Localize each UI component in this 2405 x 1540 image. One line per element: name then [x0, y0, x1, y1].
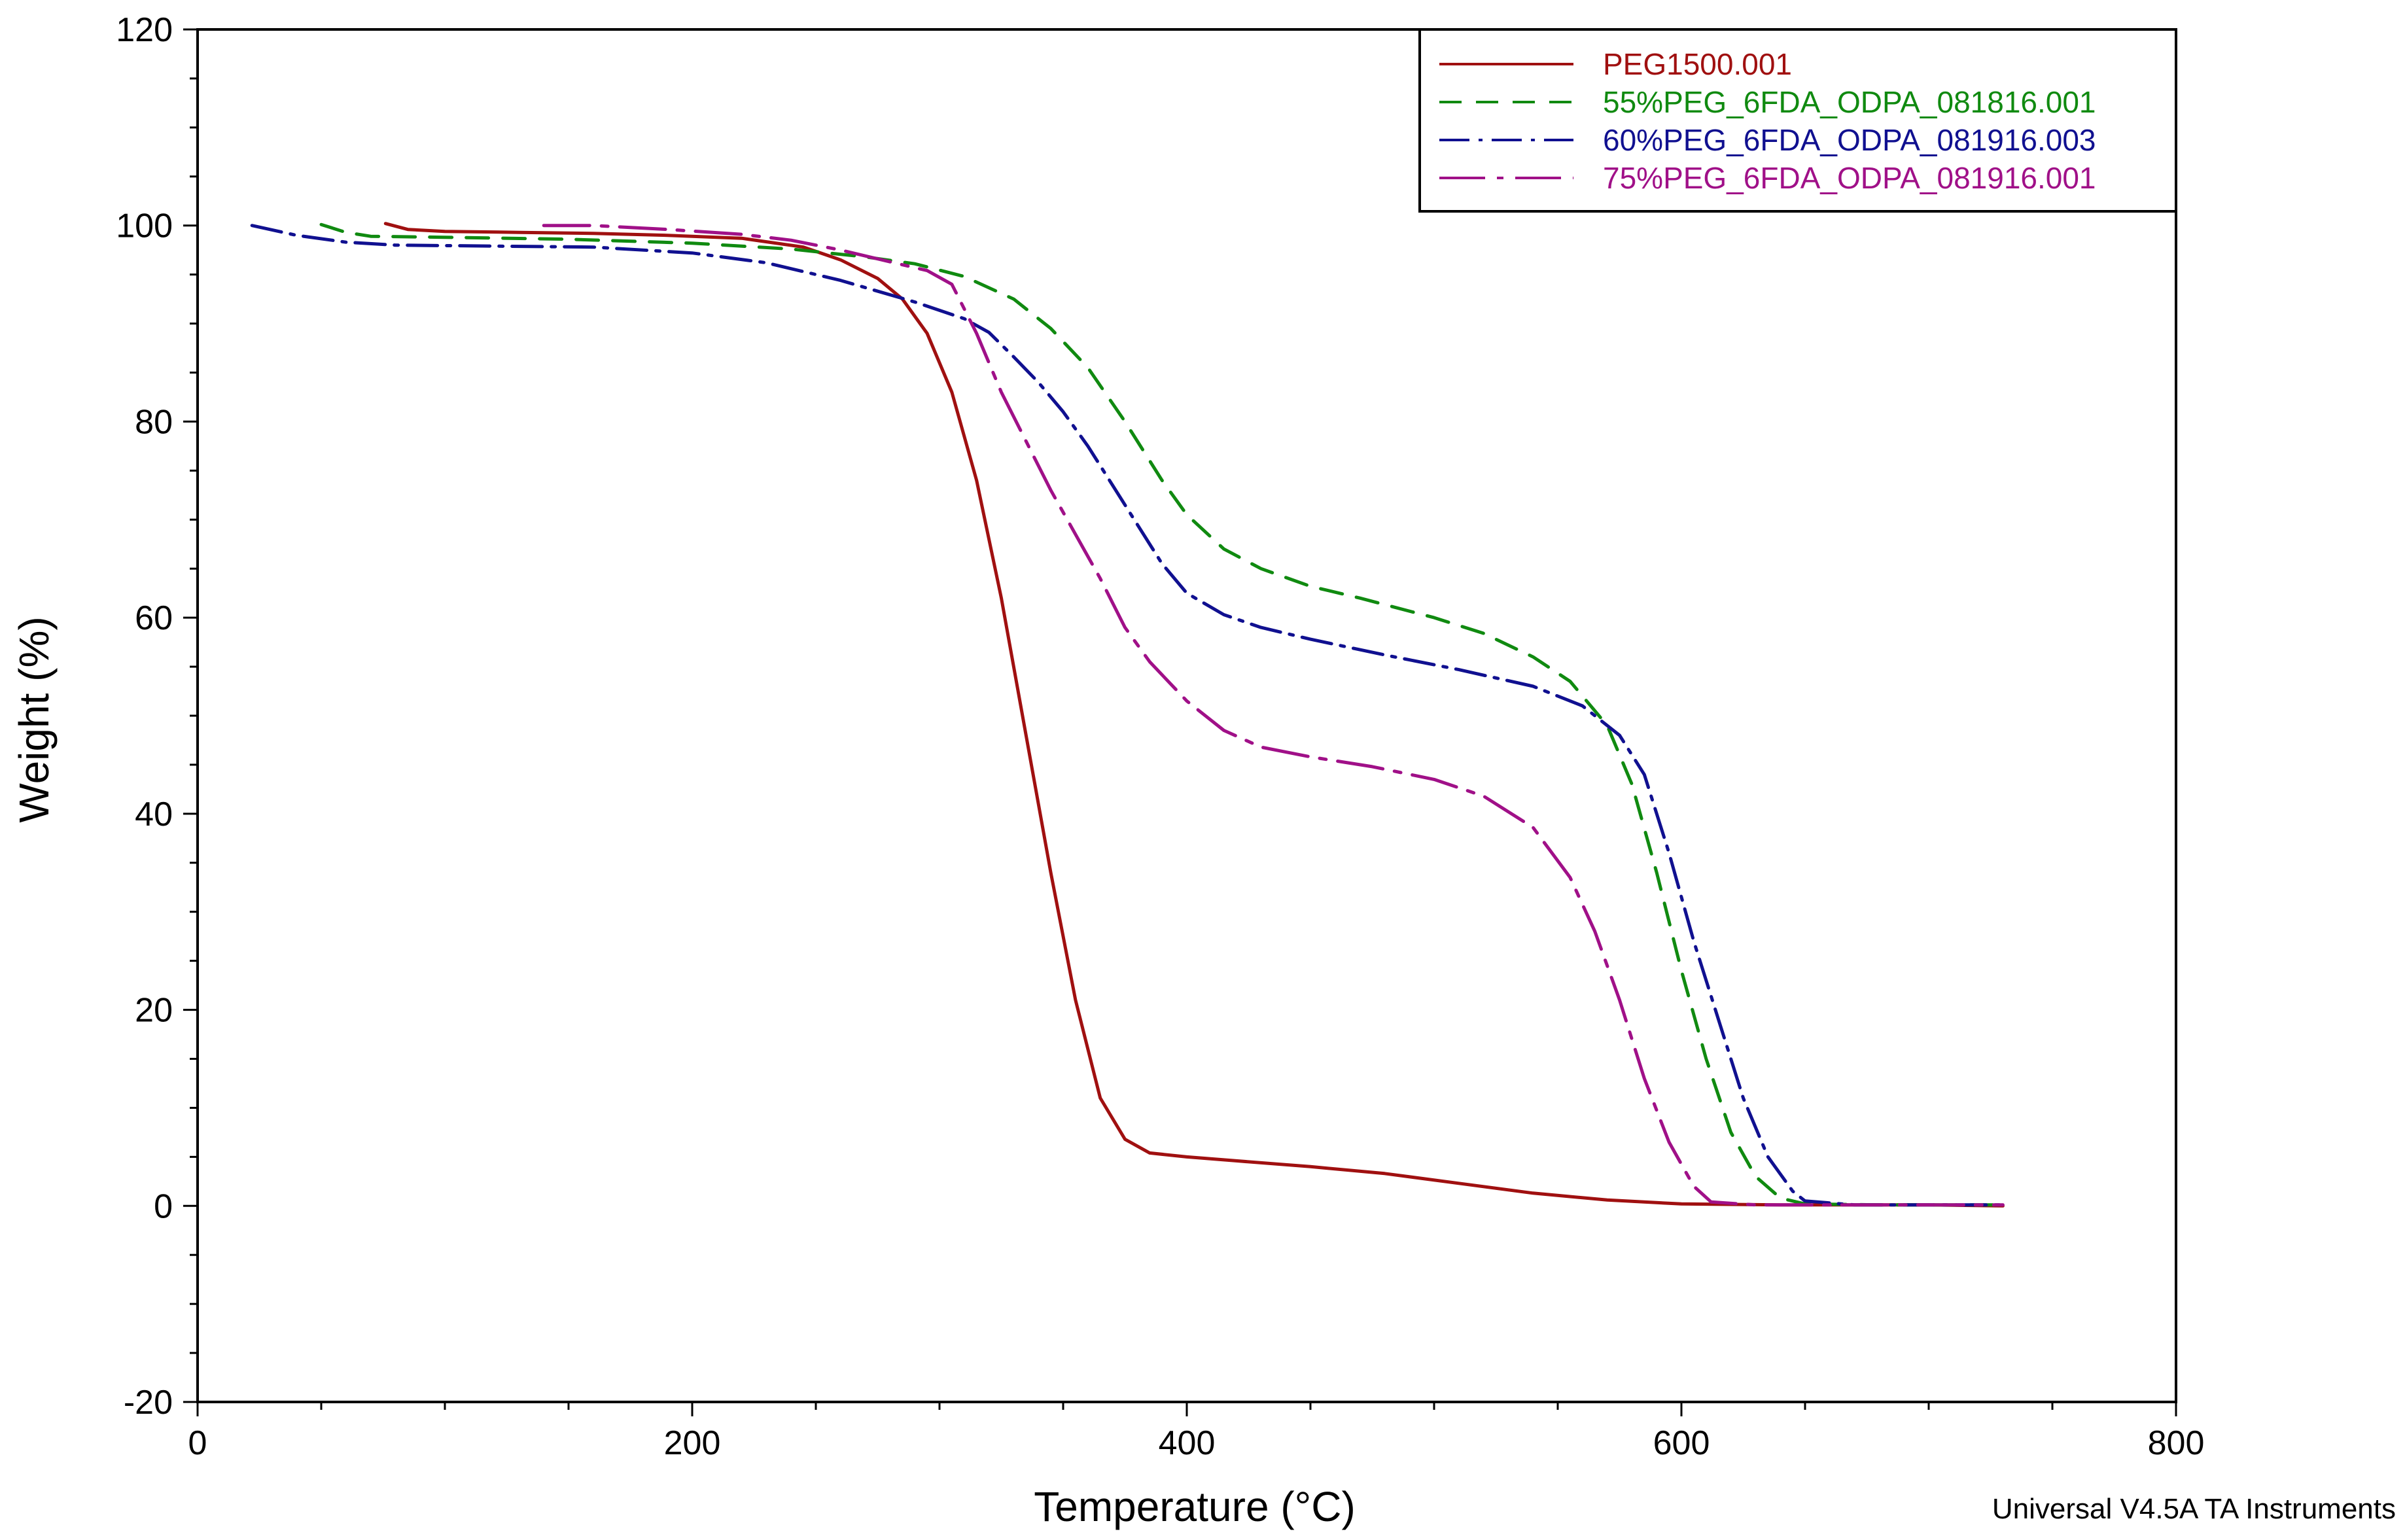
legend-label-1: PEG1500.001 [1603, 47, 1792, 81]
y-tick-label: 20 [135, 992, 173, 1030]
series-layer [250, 222, 2005, 1208]
x-tick-label: 400 [1159, 1424, 1216, 1462]
legend-label-2: 55%PEG_6FDA_ODPA_081816.001 [1603, 85, 2096, 119]
series-line-3 [250, 224, 2005, 1207]
x-tick-label: 800 [2148, 1424, 2205, 1462]
series-line-2 [319, 222, 2005, 1207]
y-tick-label: 0 [154, 1187, 173, 1225]
y-tick-label: 40 [135, 796, 173, 833]
axis-ticks: 0 200 400 600 800 -20 0 20 40 60 80 100 120 [116, 11, 2204, 1462]
x-tick-label: 200 [664, 1424, 721, 1462]
series-line-4 [542, 224, 2005, 1207]
legend-label-4: 75%PEG_6FDA_ODPA_081916.001 [1603, 161, 2096, 195]
series-line-1 [383, 222, 2005, 1208]
y-tick-label: 80 [135, 403, 173, 441]
footer-instrument-label: Universal V4.5A TA Instruments [1992, 1493, 2396, 1525]
legend-box [1418, 28, 2177, 213]
y-tick-label: 60 [135, 599, 173, 637]
y-tick-label: 100 [116, 207, 173, 245]
x-axis-title: Temperature (°C) [1034, 1483, 1356, 1530]
legend: PEG1500.001 55%PEG_6FDA_ODPA_081816.001 60… [1418, 28, 2177, 213]
y-tick-label: -20 [124, 1384, 173, 1422]
plot-frame [196, 28, 2177, 1403]
x-tick-label: 0 [188, 1424, 207, 1462]
y-axis-title: Weight (%) [10, 616, 58, 822]
x-tick-label: 600 [1653, 1424, 1710, 1462]
legend-label-3: 60%PEG_6FDA_ODPA_081916.003 [1603, 123, 2096, 157]
y-tick-label: 120 [116, 11, 173, 49]
